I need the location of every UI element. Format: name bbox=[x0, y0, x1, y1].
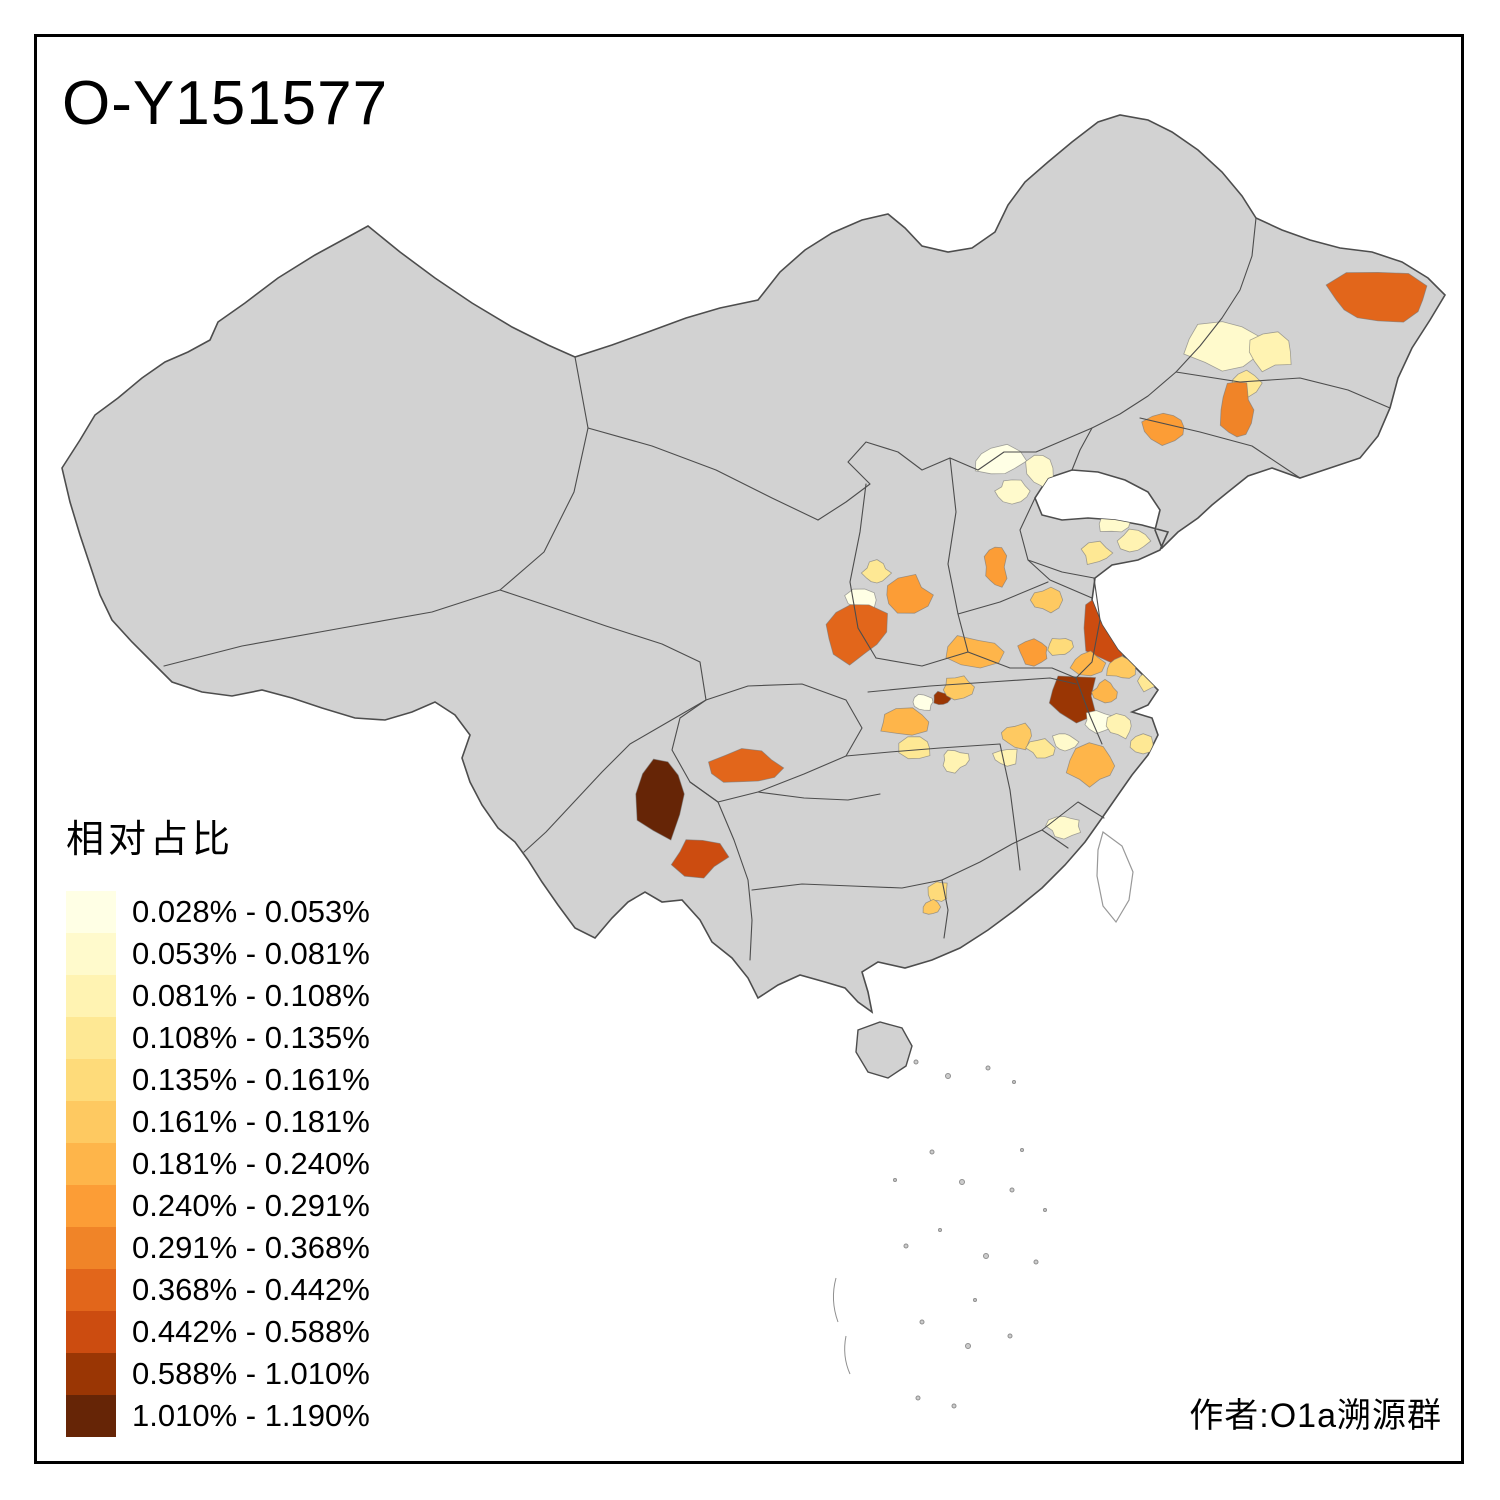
prefecture-region bbox=[886, 573, 934, 614]
legend-title: 相对占比 bbox=[66, 819, 235, 861]
legend-label: 0.588% - 1.010% bbox=[132, 1356, 370, 1391]
page-title: O-Y151577 bbox=[62, 69, 389, 138]
prefecture-region bbox=[1025, 738, 1056, 759]
legend-row: 0.053% - 0.081% bbox=[66, 933, 370, 975]
taiwan-island bbox=[1096, 831, 1134, 924]
legend-swatch bbox=[66, 1269, 116, 1311]
legend-swatch bbox=[66, 975, 116, 1017]
legend-row: 1.010% - 1.190% bbox=[66, 1395, 370, 1437]
prefecture-region bbox=[1051, 733, 1080, 752]
prefecture-region bbox=[880, 707, 930, 736]
legend-row: 0.108% - 0.135% bbox=[66, 1017, 370, 1059]
prefecture-region bbox=[1248, 331, 1292, 373]
attribution-text: 作者:O1a溯源群 bbox=[1189, 1397, 1442, 1435]
legend-row: 0.588% - 1.010% bbox=[66, 1353, 370, 1395]
legend-swatch bbox=[66, 1143, 116, 1185]
legend-row: 0.135% - 0.161% bbox=[66, 1059, 370, 1101]
legend: 相对占比 0.028% - 0.053% 0.053% - 0.081% 0.081… bbox=[66, 808, 370, 1437]
prefecture-region bbox=[1069, 650, 1107, 677]
prefecture-region bbox=[942, 675, 975, 701]
legend-label: 0.053% - 0.081% bbox=[132, 936, 370, 971]
legend-swatch bbox=[66, 1059, 116, 1101]
legend-label: 0.108% - 0.135% bbox=[132, 1020, 370, 1055]
legend-label: 0.368% - 0.442% bbox=[132, 1272, 370, 1307]
legend-swatch bbox=[66, 1353, 116, 1395]
colored-prefectures bbox=[635, 271, 1428, 915]
legend-swatch bbox=[66, 1017, 116, 1059]
prefecture-region bbox=[1325, 271, 1428, 323]
legend-label: 0.240% - 0.291% bbox=[132, 1188, 370, 1223]
legend-label: 1.010% - 1.190% bbox=[132, 1398, 370, 1433]
prefecture-region bbox=[825, 604, 888, 666]
legend-label: 0.442% - 0.588% bbox=[132, 1314, 370, 1349]
south-china-sea-islands bbox=[832, 1059, 1047, 1409]
mainland-outline bbox=[61, 114, 1447, 1014]
legend-rows: 0.028% - 0.053% 0.053% - 0.081% 0.081% - 0… bbox=[66, 891, 370, 1437]
prefecture-region bbox=[1219, 381, 1255, 438]
prefecture-region bbox=[983, 546, 1008, 588]
legend-swatch bbox=[66, 1311, 116, 1353]
prefecture-region bbox=[1084, 710, 1114, 734]
province-borders bbox=[163, 217, 1391, 961]
legend-swatch bbox=[66, 891, 116, 933]
prefecture-region bbox=[1048, 675, 1097, 724]
prefecture-region bbox=[1129, 733, 1154, 755]
legend-row: 0.442% - 0.588% bbox=[66, 1311, 370, 1353]
legend-swatch bbox=[66, 1185, 116, 1227]
prefecture-region bbox=[1080, 540, 1114, 565]
prefecture-region bbox=[898, 736, 931, 760]
legend-row: 0.081% - 0.108% bbox=[66, 975, 370, 1017]
legend-swatch bbox=[66, 1101, 116, 1143]
prefecture-region bbox=[927, 881, 948, 903]
legend-row: 0.291% - 0.368% bbox=[66, 1227, 370, 1269]
prefecture-region bbox=[1017, 638, 1048, 667]
legend-row: 0.181% - 0.240% bbox=[66, 1143, 370, 1185]
prefecture-region bbox=[912, 693, 934, 711]
prefecture-region bbox=[1131, 647, 1160, 667]
prefecture-region bbox=[1105, 713, 1132, 740]
prefecture-region bbox=[1045, 815, 1082, 840]
hainan-island bbox=[855, 1021, 913, 1079]
legend-row: 0.028% - 0.053% bbox=[66, 891, 370, 933]
prefecture-region bbox=[1098, 509, 1131, 533]
prefecture-region bbox=[670, 839, 730, 879]
prefecture-region bbox=[1065, 742, 1116, 788]
prefecture-region bbox=[992, 748, 1018, 767]
legend-swatch bbox=[66, 1227, 116, 1269]
legend-row: 0.368% - 0.442% bbox=[66, 1269, 370, 1311]
prefecture-region bbox=[1116, 528, 1152, 553]
legend-label: 0.161% - 0.181% bbox=[132, 1104, 370, 1139]
prefecture-region bbox=[1029, 586, 1064, 614]
prefecture-region bbox=[942, 749, 970, 774]
legend-swatch bbox=[66, 933, 116, 975]
prefecture-region bbox=[922, 898, 942, 915]
prefecture-region bbox=[994, 479, 1031, 505]
legend-label: 0.028% - 0.053% bbox=[132, 894, 370, 929]
prefecture-region bbox=[708, 748, 785, 783]
prefecture-region bbox=[1091, 678, 1118, 704]
legend-row: 0.240% - 0.291% bbox=[66, 1185, 370, 1227]
prefecture-region bbox=[635, 758, 685, 841]
legend-label: 0.181% - 0.240% bbox=[132, 1146, 370, 1181]
legend-label: 0.135% - 0.161% bbox=[132, 1062, 370, 1097]
legend-label: 0.291% - 0.368% bbox=[132, 1230, 370, 1265]
legend-row: 0.161% - 0.181% bbox=[66, 1101, 370, 1143]
legend-swatch bbox=[66, 1395, 116, 1437]
prefecture-region bbox=[1047, 638, 1074, 656]
legend-label: 0.081% - 0.108% bbox=[132, 978, 370, 1013]
prefecture-region bbox=[860, 559, 893, 584]
